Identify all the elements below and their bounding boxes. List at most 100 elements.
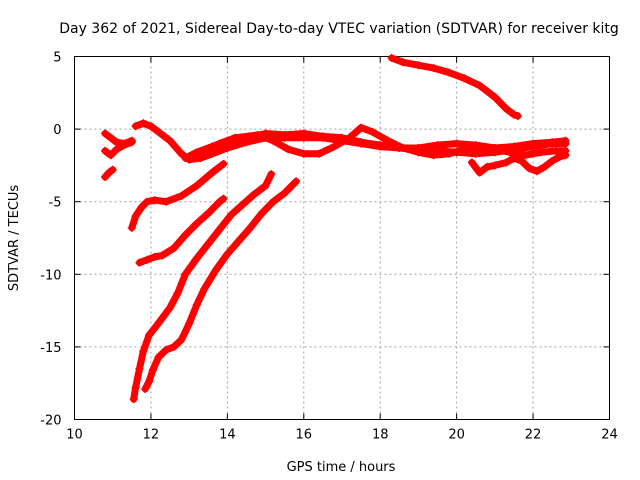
data-point-marker — [475, 168, 484, 177]
data-point-marker — [120, 141, 129, 150]
data-point-marker — [234, 236, 243, 245]
data-point-marker — [250, 190, 259, 199]
data-point-marker — [253, 130, 262, 139]
data-point-marker — [208, 149, 217, 158]
data-point-marker — [561, 136, 570, 145]
data-point-marker — [540, 162, 549, 171]
series-arc-11 — [387, 53, 522, 121]
y-axis-label: SDTVAR / TECUs — [7, 185, 22, 292]
data-point-marker — [177, 191, 186, 200]
data-point-marker — [106, 151, 115, 160]
y-tick-label: 0 — [53, 123, 61, 138]
data-point-marker — [246, 223, 255, 232]
data-point-marker — [475, 143, 484, 152]
data-point-marker — [414, 61, 423, 70]
data-point-marker — [181, 231, 190, 240]
data-point-marker — [192, 300, 201, 309]
data-point-marker — [238, 200, 247, 209]
series-arc-8 — [135, 194, 228, 267]
data-point-marker — [231, 133, 239, 142]
series-arc-10 — [141, 177, 301, 394]
data-point-marker — [192, 219, 201, 228]
data-point-marker — [145, 331, 154, 340]
series-line — [128, 160, 227, 232]
x-tick-label: 14 — [219, 428, 236, 443]
y-axis-tick-labels: -20 -15 -10 -5 0 5 — [40, 51, 61, 429]
data-point-marker — [383, 136, 392, 145]
data-point-marker — [261, 181, 270, 190]
data-point-marker — [208, 142, 217, 151]
data-point-marker — [127, 138, 136, 147]
data-point-marker — [357, 138, 366, 147]
data-point-marker — [177, 149, 186, 158]
plot-frame — [74, 56, 610, 420]
data-point-marker — [387, 53, 396, 62]
data-point-marker — [215, 225, 224, 234]
data-point-marker — [200, 284, 209, 293]
data-point-marker — [429, 64, 438, 73]
data-point-marker — [131, 383, 140, 392]
chart-title: Day 362 of 2021, Sidereal Day-to-day VTE… — [59, 21, 619, 37]
data-point-marker — [162, 345, 171, 354]
data-point-marker — [150, 252, 159, 261]
y-tick-label: 5 — [53, 51, 61, 66]
data-point-marker — [299, 149, 308, 158]
data-point-marker — [204, 239, 213, 248]
data-point-marker — [299, 129, 308, 138]
series-arc-9 — [129, 170, 276, 404]
data-point-marker — [257, 209, 266, 218]
data-point-marker — [211, 265, 220, 274]
x-tick-label: 10 — [66, 428, 83, 443]
data-point-marker — [131, 212, 140, 221]
series-arc-4 — [127, 159, 228, 232]
data-point-marker — [548, 157, 557, 166]
data-point-marker — [376, 141, 385, 150]
data-point-marker — [460, 74, 469, 83]
data-point-marker — [467, 158, 476, 167]
data-point-marker — [143, 197, 152, 206]
data-point-marker — [204, 209, 213, 218]
data-point-marker — [532, 167, 541, 176]
data-point-marker — [280, 130, 289, 139]
data-point-marker — [139, 347, 148, 356]
data-point-marker — [490, 93, 499, 102]
data-point-marker — [173, 289, 182, 298]
data-point-marker — [158, 313, 167, 322]
data-point-marker — [137, 203, 146, 212]
series-line — [141, 177, 300, 393]
data-point-marker — [166, 303, 175, 312]
data-series — [101, 53, 570, 404]
data-point-marker — [131, 122, 140, 131]
data-point-marker — [112, 138, 121, 147]
x-tick-label: 18 — [372, 428, 389, 443]
x-tick-label: 16 — [296, 428, 313, 443]
x-axis-tick-labels: 10 12 14 16 18 20 22 24 — [66, 428, 618, 443]
data-point-marker — [483, 162, 492, 171]
data-point-marker — [154, 353, 163, 362]
data-point-marker — [517, 157, 526, 166]
data-point-marker — [490, 145, 499, 154]
grid — [74, 56, 610, 420]
series-arc-12 — [467, 151, 570, 177]
data-point-marker — [227, 210, 236, 219]
data-point-marker — [399, 143, 408, 152]
series-line — [388, 54, 522, 120]
data-point-marker — [185, 319, 194, 328]
data-point-marker — [101, 173, 110, 182]
data-point-marker — [315, 149, 324, 158]
data-point-marker — [529, 139, 538, 148]
data-point-marker — [112, 145, 121, 154]
data-point-marker — [429, 151, 438, 160]
data-point-marker — [177, 335, 186, 344]
data-point-marker — [192, 148, 201, 157]
series-arc-3 — [101, 165, 117, 182]
data-point-marker — [399, 58, 408, 67]
data-point-marker — [129, 395, 138, 404]
data-point-marker — [192, 254, 201, 263]
data-point-marker — [525, 164, 534, 173]
data-point-marker — [318, 132, 327, 141]
data-point-marker — [181, 270, 190, 279]
y-tick-label: -10 — [40, 268, 61, 283]
data-point-marker — [150, 196, 159, 205]
data-point-marker — [166, 136, 175, 145]
